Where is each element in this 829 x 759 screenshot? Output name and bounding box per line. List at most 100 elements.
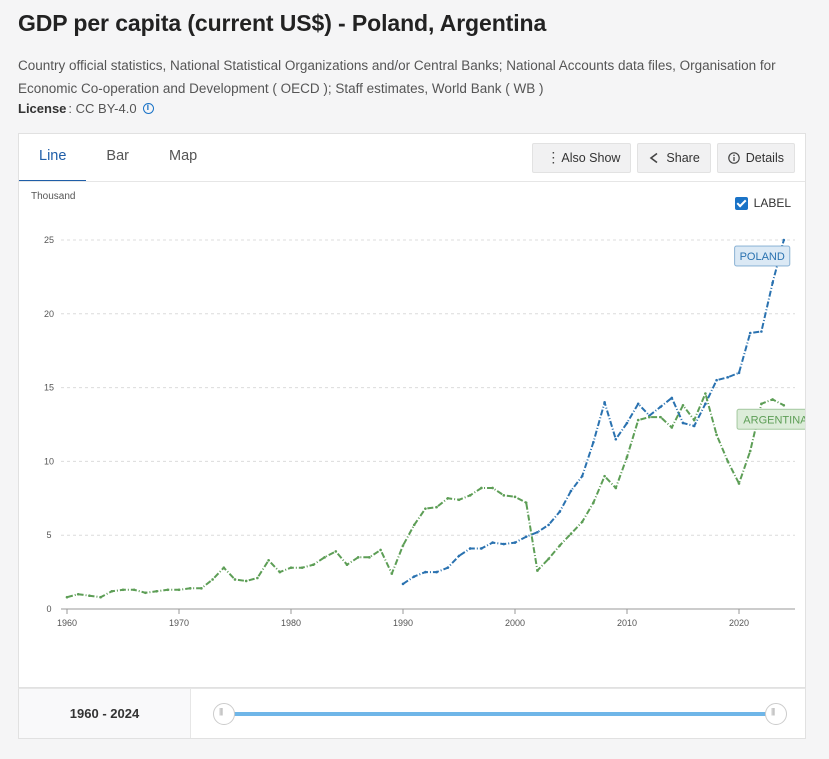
data-point (244, 579, 248, 583)
data-point (681, 404, 685, 407)
series-label-poland: POLAND (740, 251, 785, 263)
series-label-box (736, 408, 805, 430)
data-point (368, 556, 371, 559)
info-icon[interactable] (142, 102, 154, 114)
data-point (670, 396, 674, 400)
page-title: GDP per capita (current US$) - Poland, A… (18, 10, 547, 36)
data-point (222, 566, 226, 569)
range-start-handle[interactable] (213, 703, 235, 725)
share-label: Share (666, 151, 700, 165)
details-button[interactable]: Details (716, 143, 795, 173)
data-point (323, 556, 326, 559)
more-vertical-icon (543, 149, 560, 166)
data-point (200, 587, 203, 590)
data-point (155, 589, 158, 593)
also-show-button[interactable]: Also Show (532, 143, 632, 173)
data-point (513, 541, 517, 544)
data-point (233, 578, 237, 581)
data-point (88, 594, 91, 598)
data-point (345, 563, 349, 567)
data-point (177, 588, 181, 592)
data-point (569, 489, 573, 493)
y-tick-label: 20 (44, 309, 54, 319)
data-point (704, 392, 707, 395)
x-tick-label: 1960 (57, 618, 77, 628)
data-point (636, 402, 640, 406)
series-label-argentina: ARGENTINA (743, 414, 805, 426)
data-point (782, 238, 786, 242)
series-line-poland (402, 239, 785, 585)
data-point (614, 437, 618, 441)
grid-layer (61, 239, 795, 536)
data-point (569, 532, 573, 536)
x-tick-label: 1990 (393, 618, 413, 628)
label-toggle-text: LABEL (753, 196, 791, 210)
data-point (468, 494, 472, 497)
data-point (480, 486, 483, 490)
data-point (692, 424, 696, 428)
data-point (401, 544, 405, 547)
range-text: 1960 - 2024 (19, 689, 191, 738)
data-point (144, 591, 147, 595)
x-tick-label: 1970 (169, 618, 189, 628)
y-tick-label: 15 (44, 383, 54, 393)
data-point (424, 570, 427, 574)
range-track[interactable] (224, 712, 777, 716)
x-tick-label: 2010 (617, 618, 637, 628)
data-point (99, 595, 102, 599)
data-point (558, 544, 562, 547)
data-point (636, 418, 640, 422)
data-point (547, 557, 550, 561)
data-point (379, 548, 382, 552)
data-point (760, 330, 763, 333)
data-point (132, 588, 136, 592)
data-point (446, 497, 450, 500)
series-line-argentina (66, 392, 785, 599)
data-point (457, 498, 461, 502)
data-point (771, 398, 774, 401)
data-point (715, 378, 718, 382)
label-checkbox[interactable] (734, 196, 748, 210)
data-point (424, 507, 427, 510)
range-sep: - (98, 706, 111, 721)
data-point (748, 331, 752, 335)
data-point (468, 547, 472, 550)
data-point (614, 486, 618, 490)
time-range-bar: 1960 - 2024 (18, 688, 806, 739)
tab-bar[interactable]: Bar (106, 148, 129, 164)
label-toggle[interactable]: LABEL (734, 196, 791, 210)
data-point (659, 415, 662, 419)
data-point (491, 541, 494, 544)
share-button[interactable]: Share (637, 143, 711, 173)
data-point (536, 569, 539, 572)
tabbar-divider (19, 181, 805, 182)
data-point (110, 589, 114, 593)
x-tick-label: 2020 (729, 618, 749, 628)
data-point (524, 535, 528, 538)
tab-map[interactable]: Map (169, 148, 198, 164)
chart-tabs: Line Bar Map (19, 134, 217, 182)
data-point (267, 558, 270, 562)
data-point (726, 460, 730, 463)
line-chart: 0 5 10 15 20 25 1960 1970 1980 1990 2000 2010 2020 P… (44, 235, 805, 628)
data-point (782, 404, 786, 407)
data-point (312, 563, 315, 567)
license-label: License (18, 101, 67, 116)
data-point (65, 595, 69, 599)
share-icon (648, 152, 660, 164)
data-point (356, 556, 360, 559)
range-start: 1960 (69, 706, 99, 721)
data-point (625, 421, 629, 425)
chart-panel: Line Bar Map Also Show Share Details LAB… (18, 133, 806, 688)
data-point (166, 588, 170, 592)
source-text: Country official statistics, National St… (18, 58, 776, 96)
range-end-handle[interactable] (765, 703, 787, 725)
data-point (704, 402, 707, 406)
data-point (603, 401, 606, 404)
series-label-layer: POLAND ARGENTINA (734, 245, 805, 430)
data-point (412, 523, 416, 527)
data-point (446, 566, 450, 569)
data-point (491, 486, 494, 490)
data-point (390, 572, 394, 575)
data-point (592, 440, 595, 444)
